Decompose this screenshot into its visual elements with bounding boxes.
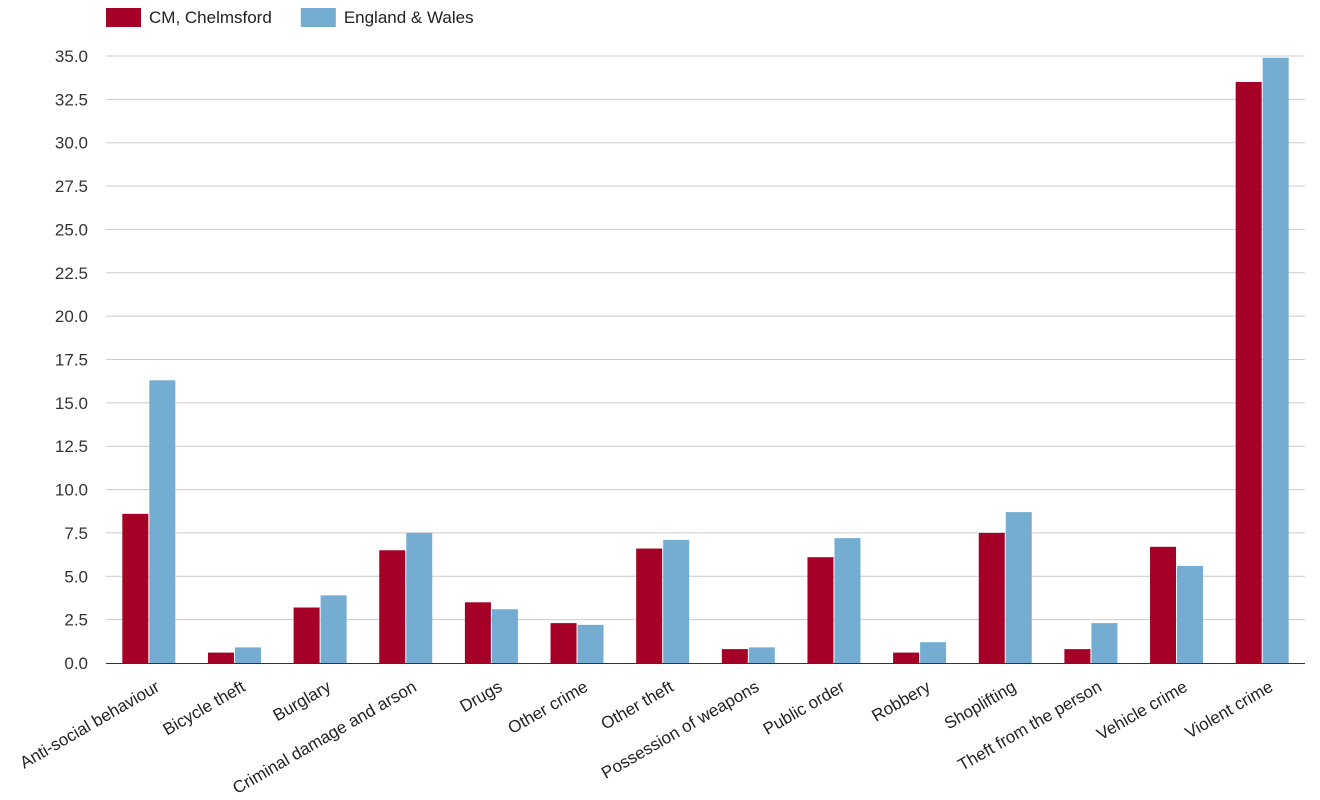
y-tick-label-25-0: 25.0 <box>55 220 88 239</box>
y-tick-label-32-5: 32.5 <box>55 90 88 109</box>
x-tick-label-burglary: Burglary <box>270 677 335 725</box>
x-tick-label-bicycle-theft: Bicycle theft <box>160 677 249 739</box>
y-tick-label-17-5: 17.5 <box>55 351 88 370</box>
y-gridlines <box>106 55 1305 621</box>
legend: CM, Chelmsford England & Wales <box>106 8 474 27</box>
bar-vehicle-crime-england-and-wales <box>1177 565 1204 663</box>
bar-other-theft-england-and-wales <box>663 539 690 663</box>
y-tick-label-10-0: 10.0 <box>55 481 88 500</box>
bar-possession-of-weapons-england-and-wales <box>748 647 775 663</box>
x-tick-label-violent-crime: Violent crime <box>1182 677 1276 742</box>
bar-criminal-damage-and-arson-england-and-wales <box>406 532 433 663</box>
x-tick-label-drugs: Drugs <box>457 677 506 716</box>
bars <box>122 57 1289 663</box>
bar-shoplifting-cm-chelmsford <box>978 532 1005 663</box>
legend-swatch-england-and-wales <box>300 8 336 27</box>
y-tick-label-12-5: 12.5 <box>55 437 88 456</box>
bar-vehicle-crime-cm-chelmsford <box>1150 546 1177 663</box>
legend-swatch-cm-chelmsford <box>106 8 141 27</box>
x-tick-label-theft-from-the-person: Theft from the person <box>955 677 1105 775</box>
x-tick-label-possession-of-weapons: Possession of weapons <box>598 677 762 783</box>
legend-label-england-and-wales: England & Wales <box>344 8 474 27</box>
bar-bicycle-theft-cm-chelmsford <box>207 652 234 663</box>
bar-drugs-cm-chelmsford <box>464 602 491 663</box>
bar-anti-social-behaviour-cm-chelmsford <box>122 513 149 663</box>
bar-violent-crime-cm-chelmsford <box>1235 82 1262 663</box>
y-tick-label-22-5: 22.5 <box>55 264 88 283</box>
x-tick-label-shoplifting: Shoplifting <box>941 677 1019 733</box>
y-tick-label-0-0: 0.0 <box>64 654 88 673</box>
bar-burglary-cm-chelmsford <box>293 607 320 663</box>
bar-theft-from-the-person-england-and-wales <box>1091 623 1118 663</box>
y-axis-ticks: 0.0 2.5 5.0 7.5 10.0 12.5 15.0 17.5 20.0 22.5 25.0… <box>55 47 88 673</box>
y-tick-label-5-0: 5.0 <box>64 567 88 586</box>
bar-theft-from-the-person-cm-chelmsford <box>1064 649 1091 663</box>
x-tick-label-anti-social-behaviour: Anti-social behaviour <box>17 677 163 773</box>
bar-public-order-cm-chelmsford <box>807 557 834 663</box>
bar-burglary-england-and-wales <box>320 595 347 663</box>
bar-bicycle-theft-england-and-wales <box>234 647 261 663</box>
y-tick-label-2-5: 2.5 <box>64 611 88 630</box>
bar-drugs-england-and-wales <box>491 609 518 663</box>
y-tick-label-27-5: 27.5 <box>55 177 88 196</box>
x-tick-label-other-crime: Other crime <box>505 677 591 738</box>
x-tick-label-other-theft: Other theft <box>598 677 677 734</box>
x-tick-label-public-order: Public order <box>760 677 848 739</box>
bar-robbery-cm-chelmsford <box>893 652 920 663</box>
bar-criminal-damage-and-arson-cm-chelmsford <box>379 550 406 663</box>
y-tick-label-7-5: 7.5 <box>64 524 88 543</box>
y-tick-label-15-0: 15.0 <box>55 394 88 413</box>
legend-label-cm-chelmsford: CM, Chelmsford <box>149 8 272 27</box>
x-tick-label-vehicle-crime: Vehicle crime <box>1093 677 1190 744</box>
bar-anti-social-behaviour-england-and-wales <box>149 380 176 663</box>
bar-robbery-england-and-wales <box>920 642 947 663</box>
bar-other-theft-cm-chelmsford <box>636 548 663 663</box>
bar-other-crime-england-and-wales <box>577 624 604 663</box>
bar-other-crime-cm-chelmsford <box>550 623 577 663</box>
bar-public-order-england-and-wales <box>834 538 861 663</box>
y-tick-label-30-0: 30.0 <box>55 134 88 153</box>
y-tick-label-20-0: 20.0 <box>55 307 88 326</box>
bar-violent-crime-england-and-wales <box>1262 57 1289 663</box>
y-tick-label-35-0: 35.0 <box>55 47 88 66</box>
bar-shoplifting-england-and-wales <box>1005 512 1032 663</box>
x-tick-label-robbery: Robbery <box>868 677 934 726</box>
bar-possession-of-weapons-cm-chelmsford <box>721 649 748 663</box>
